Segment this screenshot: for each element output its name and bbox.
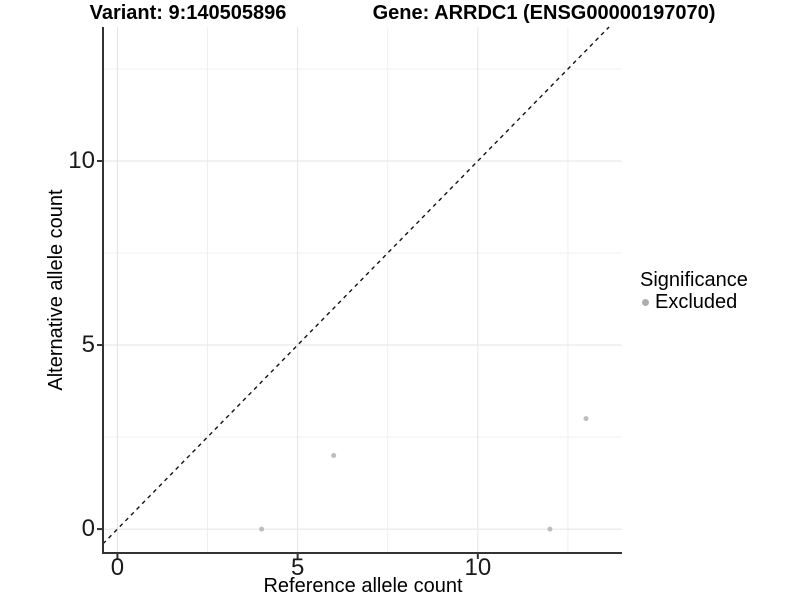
x-axis-title: Reference allele count [263,575,463,597]
data-point [331,453,337,458]
x-tick-label: 10 [464,554,492,581]
data-point [547,526,553,532]
y-tick-label: 0 [81,515,95,543]
y-tick-label: 10 [68,146,95,174]
plot-title-gene: Gene: ARRDC1 (ENSG00000197070) [372,2,716,24]
y-tick-label: 5 [81,331,95,359]
x-tick-label: 5 [290,554,305,581]
legend: Significance Excluded [640,269,748,313]
legend-title: Significance [640,269,748,291]
data-point [259,526,265,532]
data-point [583,416,589,422]
y-axis-title: Alternative allele count [45,189,67,391]
legend-point-icon [642,298,649,306]
plot-title-variant: Variant: 9:140505896 [89,2,287,24]
x-tick-label: 0 [110,554,125,581]
legend-item-label: Excluded [655,290,738,313]
identity-reference-line [102,26,610,545]
legend-item-excluded: Excluded [640,291,748,313]
